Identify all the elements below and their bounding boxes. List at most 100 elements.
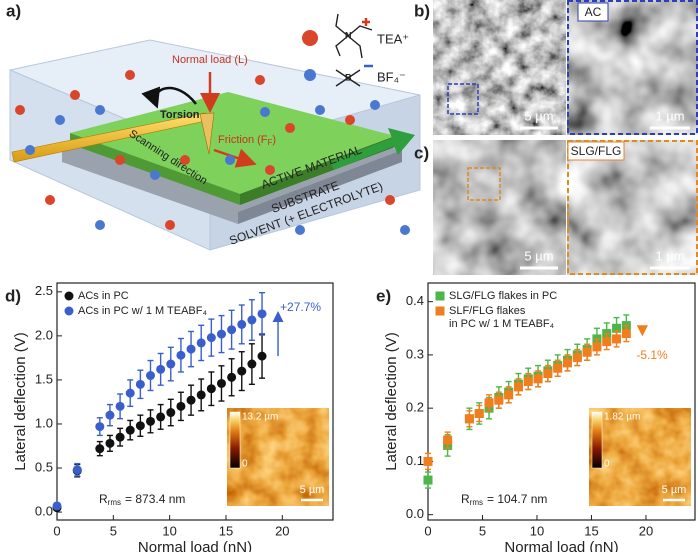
point bbox=[156, 412, 166, 422]
point bbox=[52, 501, 62, 511]
plot-frame bbox=[56, 282, 334, 521]
sem-zoom bbox=[567, 0, 698, 135]
x-tick-label: 15 bbox=[584, 523, 598, 538]
y-tick-label: 2.5 bbox=[35, 283, 53, 298]
point bbox=[146, 371, 156, 381]
legend-label: ACs in PC w/ 1 M TEABF₄ bbox=[78, 305, 207, 317]
x-tick-label: 20 bbox=[639, 523, 653, 538]
point bbox=[523, 377, 533, 387]
sem-image bbox=[433, 0, 566, 135]
legend-marker bbox=[435, 291, 445, 301]
point bbox=[216, 378, 226, 388]
point bbox=[543, 369, 553, 379]
tag-box bbox=[577, 2, 609, 22]
x-tick-label: 0 bbox=[424, 523, 431, 538]
point bbox=[257, 351, 267, 361]
point bbox=[196, 338, 206, 348]
point bbox=[105, 438, 115, 448]
afm-image bbox=[589, 408, 691, 506]
x-tick-label: 5 bbox=[110, 523, 117, 538]
point bbox=[186, 344, 196, 354]
legend-label: ACs in PC bbox=[78, 290, 129, 302]
panel-a: a) Normal load (L) Torsion Scanning dire… bbox=[6, 1, 421, 251]
colorbar-label: 13.2 µm bbox=[242, 412, 278, 423]
point bbox=[513, 382, 523, 392]
point bbox=[494, 395, 504, 405]
panel-label: d) bbox=[5, 286, 21, 305]
annotation: Torsion bbox=[160, 109, 200, 121]
x-tick-label: 0 bbox=[53, 523, 60, 538]
y-tick-label: 2.0 bbox=[35, 327, 53, 342]
point bbox=[166, 359, 176, 369]
scale-label: 5 µm bbox=[300, 484, 325, 496]
point bbox=[247, 315, 257, 325]
torsion-arrow bbox=[141, 86, 197, 109]
annotation: +27.7% bbox=[280, 300, 321, 314]
scale-label: 5 µm bbox=[524, 248, 553, 263]
y-tick-label: 1.0 bbox=[35, 415, 53, 430]
point bbox=[186, 395, 196, 405]
atom: B bbox=[345, 72, 352, 82]
sem-zoom bbox=[567, 140, 698, 275]
x-axis-label: Normal load (nN) bbox=[138, 539, 252, 552]
plot-frame bbox=[427, 282, 696, 521]
rrms: Rrms = 104.7 nm bbox=[461, 492, 547, 507]
point bbox=[533, 374, 543, 384]
scale-label: 1 µm bbox=[655, 248, 684, 263]
active-top bbox=[70, 92, 395, 194]
point bbox=[216, 329, 226, 339]
y-axis-label: Lateral deflection (V) bbox=[12, 332, 29, 470]
point bbox=[135, 379, 145, 389]
y-tick-label: 0.5 bbox=[35, 459, 53, 474]
molecule bbox=[335, 13, 373, 87]
rrms-sub: rms bbox=[470, 498, 483, 507]
ions bbox=[15, 30, 410, 235]
point bbox=[612, 323, 622, 333]
point bbox=[621, 329, 631, 339]
active-front bbox=[70, 133, 240, 205]
y-tick-label: 1.5 bbox=[35, 371, 53, 386]
panel-b: b) AC 5 µm 1 µm bbox=[414, 0, 698, 135]
x-tick-label: 10 bbox=[162, 523, 176, 538]
tag: SLG/FLG bbox=[571, 144, 622, 158]
colorbar-label: 0 bbox=[604, 459, 610, 470]
point bbox=[95, 422, 105, 432]
point bbox=[443, 435, 453, 445]
annotation: -5.1% bbox=[636, 348, 668, 362]
point bbox=[592, 342, 602, 352]
zoom-region bbox=[467, 167, 501, 201]
point bbox=[474, 408, 484, 418]
tip bbox=[199, 112, 215, 155]
point bbox=[135, 421, 145, 431]
panel-label: e) bbox=[376, 286, 391, 305]
rrms-value: = 104.7 nm bbox=[487, 492, 547, 506]
afm-image bbox=[227, 408, 329, 506]
point bbox=[612, 334, 622, 344]
y-tick-label: 0.3 bbox=[406, 346, 424, 361]
green-arrow bbox=[330, 128, 415, 170]
colorbar-label: 1.82 µm bbox=[604, 412, 640, 423]
legend-label: SLG/FLG flakes in PC bbox=[449, 290, 557, 302]
rrms-value: = 873.4 nm bbox=[125, 492, 185, 506]
legend-marker bbox=[64, 291, 74, 301]
rrms: Rrms = 873.4 nm bbox=[99, 492, 185, 507]
point bbox=[237, 366, 247, 376]
annotation: Normal load (L) bbox=[172, 54, 248, 66]
rrms-symbol: R bbox=[99, 492, 108, 506]
y-tick-label: 0.0 bbox=[406, 506, 424, 521]
y-tick-label: 0.1 bbox=[406, 453, 424, 468]
point bbox=[196, 390, 206, 400]
zoom-region bbox=[447, 83, 479, 115]
point bbox=[237, 319, 247, 329]
point bbox=[572, 353, 582, 363]
annotation: Friction (FF) bbox=[218, 134, 276, 147]
legend-label: SLF/FLG flakes in PC w/ 1 M TEABF₄ bbox=[449, 305, 555, 330]
annotation: ) bbox=[272, 134, 276, 146]
legend-label: BF₄⁻ bbox=[377, 69, 406, 84]
rrms-sub: rms bbox=[108, 498, 121, 507]
annotation: F bbox=[268, 138, 273, 147]
y-axis-label: Lateral deflection (V) bbox=[383, 332, 400, 470]
point bbox=[247, 359, 257, 369]
point bbox=[227, 325, 237, 335]
